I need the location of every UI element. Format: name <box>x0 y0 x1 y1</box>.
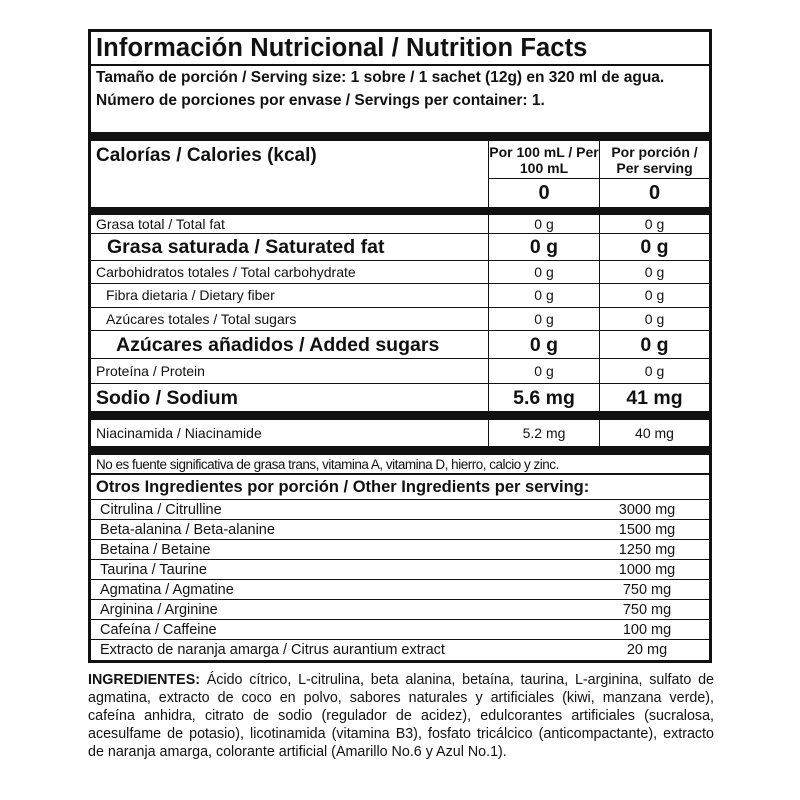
per-serving-value: 0 g <box>599 215 709 233</box>
nutrition-facts-panel: Información Nutricional / Nutrition Fact… <box>88 29 712 663</box>
nutrition-note: No es fuente significativa de grasa tran… <box>91 455 709 475</box>
ingredient-amount: 3000 mg <box>618 502 676 518</box>
nutrient-name: Fibra dietaria / Dietary fiber <box>106 287 275 303</box>
per-serving-value: 40 mg <box>599 420 709 446</box>
ingredients-text: Ácido cítrico, L-citrulina, beta alanina… <box>88 672 714 760</box>
per-100ml-value: 0 g <box>488 215 599 233</box>
ingredients-label: INGREDIENTES: <box>88 672 201 688</box>
divider <box>91 208 709 215</box>
per-serving-value: 0 g <box>599 261 709 283</box>
ingredient-amount: 1000 mg <box>618 562 676 578</box>
panel-title: Información Nutricional / Nutrition Fact… <box>91 32 709 66</box>
calories-per-serving: 0 <box>648 182 661 204</box>
nutrient-name: Grasa total / Total fat <box>96 216 225 232</box>
per-100ml-value: 0 g <box>488 308 599 330</box>
per-serving-value: 0 g <box>599 234 709 260</box>
serving-info: Tamaño de porción / Serving size: 1 sobr… <box>91 66 709 132</box>
ingredient-amount: 750 mg <box>622 582 672 598</box>
per-100ml-value: 0 g <box>488 331 599 358</box>
per-serving-value: 41 mg <box>599 384 709 411</box>
per-100ml-header: Por 100 mL / Per 100 mL <box>489 141 599 179</box>
nutrient-name: Proteína / Protein <box>96 363 205 379</box>
divider <box>91 411 709 420</box>
ingredient-name: Extracto de naranja amarga / Citrus aura… <box>100 642 445 658</box>
calories-per-100ml: 0 <box>538 182 550 204</box>
nutrient-name: Azúcares totales / Total sugars <box>106 311 297 327</box>
ingredient-row: Taurina / Taurine 1000 mg <box>91 560 709 580</box>
ingredient-amount: 1250 mg <box>618 542 676 558</box>
vitamin-row: Niacinamida / Niacinamide 5.2 mg 40 mg <box>91 420 709 446</box>
serving-size: Tamaño de porción / Serving size: 1 sobr… <box>96 69 665 86</box>
nutrient-name: Grasa saturada / Saturated fat <box>107 236 385 258</box>
ingredient-amount: 20 mg <box>626 642 668 658</box>
other-ingredients-header: Otros Ingredientes por porción / Other I… <box>91 475 709 500</box>
ingredients-statement: INGREDIENTES: Ácido cítrico, L-citrulina… <box>88 671 714 761</box>
ingredient-name: Cafeína / Caffeine <box>100 622 217 638</box>
per-100ml-value: 5.6 mg <box>488 384 599 411</box>
per-serving-value: 0 g <box>599 331 709 358</box>
nutrient-name: Carbohidratos totales / Total carbohydra… <box>96 264 356 280</box>
ingredient-row: Beta-alanina / Beta-alanine 1500 mg <box>91 520 709 540</box>
ingredient-amount: 100 mg <box>622 622 672 638</box>
calories-section: Calorías / Calories (kcal) Por 100 mL / … <box>91 141 709 208</box>
ingredient-amount: 750 mg <box>622 602 672 618</box>
per-serving-value: 0 g <box>599 359 709 383</box>
per-100ml-value: 5.2 mg <box>488 420 599 446</box>
ingredient-name: Taurina / Taurine <box>100 562 207 578</box>
per-serving-value: 0 g <box>599 308 709 330</box>
per-serving-header: Por porción / Per serving <box>600 141 709 179</box>
nutrient-name: Azúcares añadidos / Added sugars <box>116 334 440 356</box>
divider <box>91 446 709 455</box>
nutrient-name: Sodio / Sodium <box>96 387 238 409</box>
ingredient-row: Agmatina / Agmatine 750 mg <box>91 580 709 600</box>
ingredient-row: Cafeína / Caffeine 100 mg <box>91 620 709 640</box>
per-100ml-value: 0 g <box>488 234 599 260</box>
other-ingredients-list: Citrulina / Citrulline 3000 mg Beta-alani… <box>91 500 709 660</box>
divider <box>91 132 709 141</box>
vitamin-name: Niacinamida / Niacinamide <box>96 425 262 441</box>
ingredient-name: Beta-alanina / Beta-alanine <box>100 522 275 538</box>
ingredient-name: Agmatina / Agmatine <box>100 582 234 598</box>
per-100ml-value: 0 g <box>488 284 599 307</box>
ingredient-amount: 1500 mg <box>618 522 676 538</box>
per-serving-column: Por porción / Per serving 0 <box>599 141 709 207</box>
per-100ml-value: 0 g <box>488 261 599 283</box>
nutrient-row: Carbohidratos totales / Total carbohydra… <box>91 261 709 284</box>
per-100ml-value: 0 g <box>488 359 599 383</box>
ingredient-row: Extracto de naranja amarga / Citrus aura… <box>91 640 709 660</box>
servings-per-container: Número de porciones por envase / Serving… <box>96 92 545 109</box>
ingredient-name: Arginina / Arginine <box>100 602 218 618</box>
ingredient-row: Betaina / Betaine 1250 mg <box>91 540 709 560</box>
ingredient-name: Citrulina / Citrulline <box>100 502 222 518</box>
ingredient-row: Arginina / Arginine 750 mg <box>91 600 709 620</box>
per-100ml-column: Por 100 mL / Per 100 mL 0 <box>488 141 599 207</box>
ingredient-name: Betaina / Betaine <box>100 542 211 558</box>
ingredient-row: Citrulina / Citrulline 3000 mg <box>91 500 709 520</box>
nutrient-row: Sodio / Sodium 5.6 mg 41 mg <box>91 384 709 411</box>
calories-label: Calorías / Calories (kcal) <box>96 145 317 166</box>
per-serving-value: 0 g <box>599 284 709 307</box>
